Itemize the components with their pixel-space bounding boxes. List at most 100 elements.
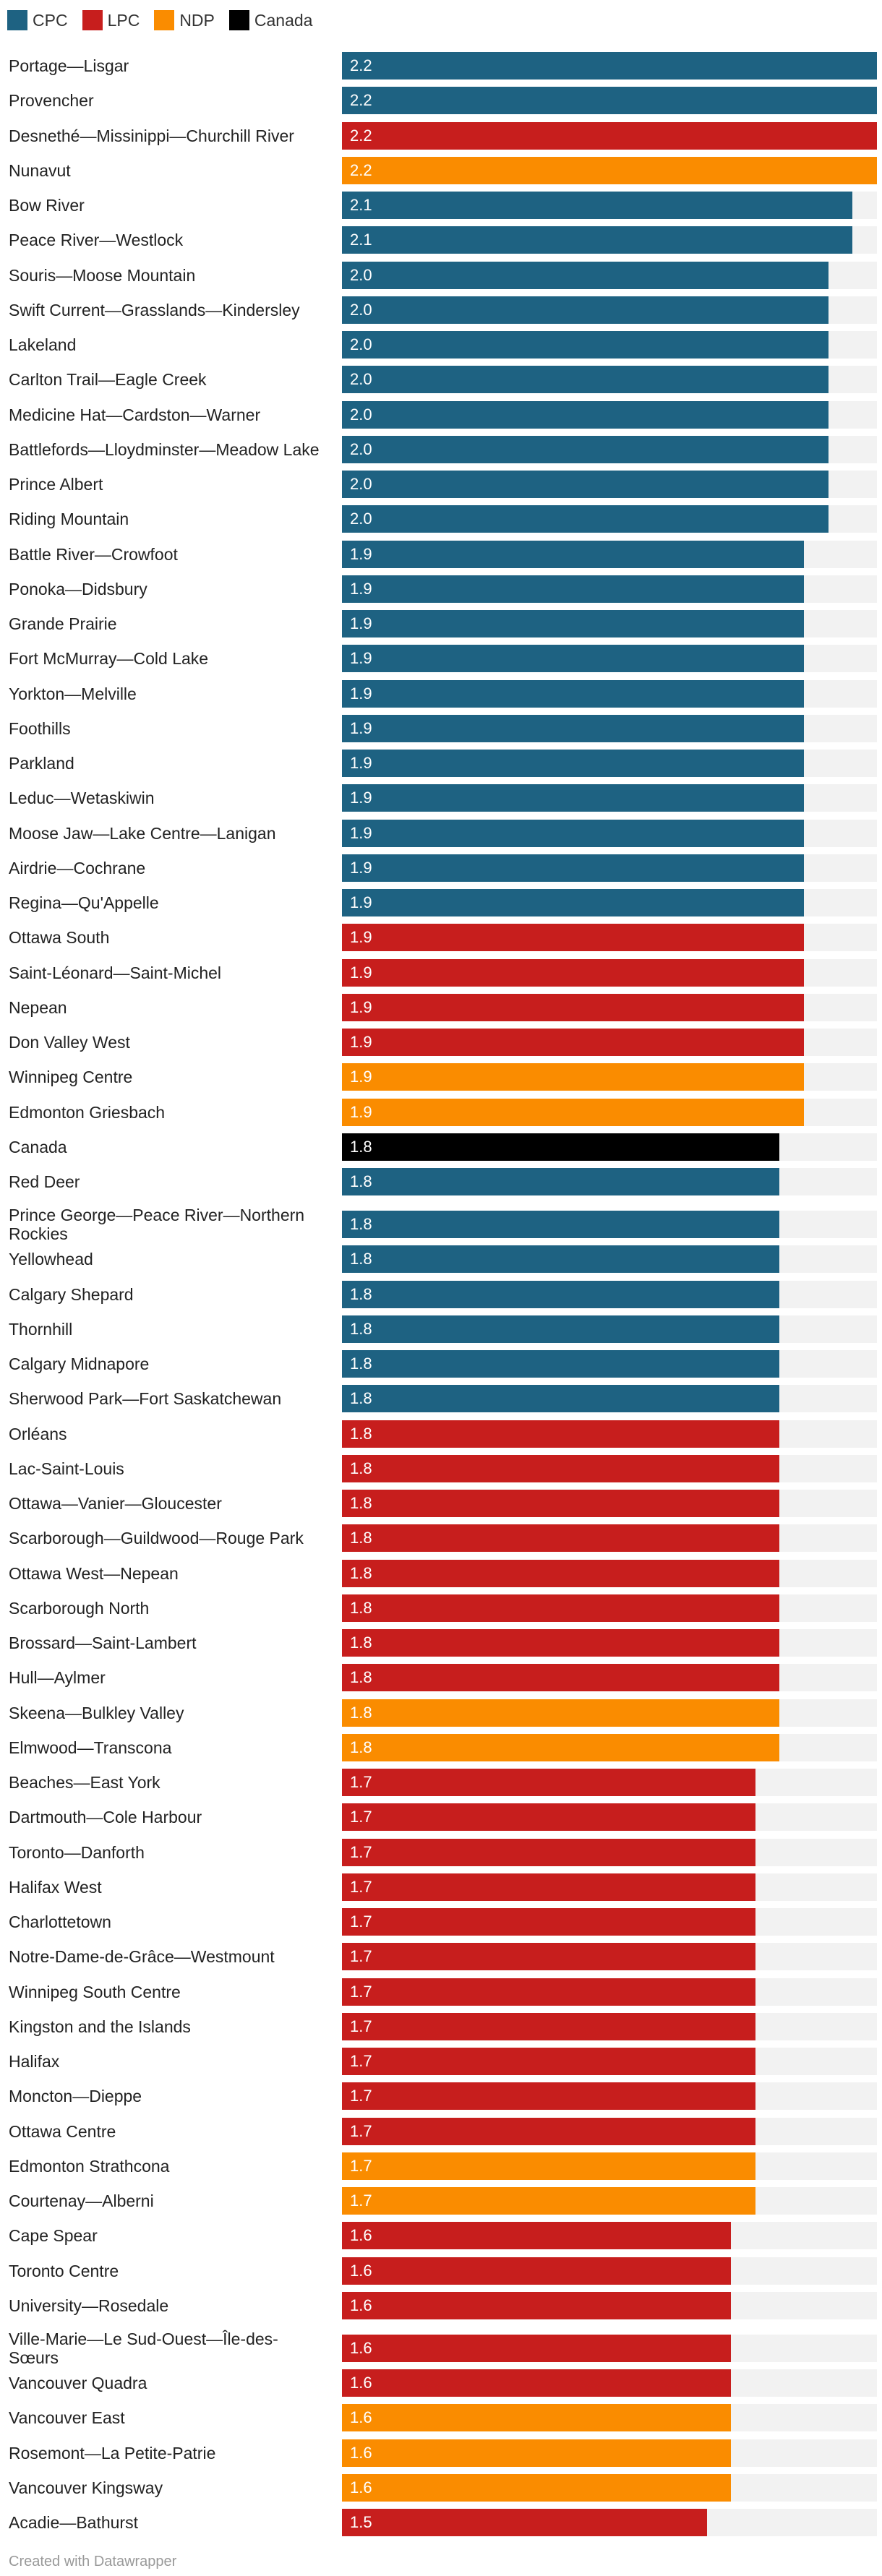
bar-value-label: 1.7 [350, 1912, 372, 1931]
row-label: Leduc—Wetaskiwin [9, 789, 155, 808]
bar-value-label: 1.8 [350, 1598, 372, 1617]
bar [342, 1699, 780, 1727]
chart-row: Vancouver Kingsway 1.6 [0, 2473, 882, 2509]
row-label: Halifax West [9, 1877, 102, 1897]
chart-row: Edmonton Strathcona 1.7 [0, 2152, 882, 2187]
bar [342, 750, 805, 777]
row-label: Battle River—Crowfoot [9, 544, 178, 564]
row-label: Sherwood Park—Fort Saskatchewan [9, 1389, 282, 1409]
bar [342, 296, 829, 324]
row-label: Dartmouth—Cole Harbour [9, 1808, 202, 1827]
row-label: Charlottetown [9, 1912, 111, 1931]
bar [342, 1245, 780, 1274]
row-label: Calgary Shepard [9, 1284, 134, 1304]
row-label: Skeena—Bulkley Valley [9, 1703, 184, 1722]
bar [342, 192, 853, 219]
chart-row: Nepean 1.9 [0, 993, 882, 1029]
chart-row: Carlton Trail—Eagle Creek 2.0 [0, 366, 882, 400]
chart-row: Yorkton—Melville 1.9 [0, 679, 882, 715]
row-label: Souris—Moose Mountain [9, 265, 196, 285]
bar-value-label: 1.8 [350, 1389, 372, 1408]
bar [342, 854, 805, 882]
bar-value-label: 1.8 [350, 1172, 372, 1190]
row-label: Vancouver Kingsway [9, 2478, 163, 2497]
bar [342, 2369, 732, 2397]
bar-value-label: 2.0 [350, 475, 372, 493]
bar [342, 2257, 732, 2285]
bar [342, 2404, 732, 2432]
bar-value-label: 1.7 [350, 1808, 372, 1826]
chart-row: Riding Mountain 2.0 [0, 505, 882, 540]
chart-row: Halifax 1.7 [0, 2048, 882, 2082]
chart-row: Acadie—Bathurst 1.5 [0, 2509, 882, 2543]
bar [342, 2082, 755, 2111]
legend-item-canada: Canada [228, 10, 312, 30]
bar-value-label: 2.1 [350, 231, 372, 249]
row-label: Medicine Hat—Cardston—Warner [9, 405, 261, 424]
bar [342, 1629, 780, 1657]
bar [342, 2291, 732, 2319]
bar [342, 1908, 755, 1936]
bar [342, 2473, 732, 2502]
bar-value-label: 1.9 [350, 649, 372, 668]
bar [342, 924, 805, 952]
chart-row: Calgary Midnapore 1.8 [0, 1350, 882, 1385]
bar-value-label: 1.6 [350, 2478, 372, 2496]
chart-row: Winnipeg South Centre 1.7 [0, 1978, 882, 2013]
bar [342, 2334, 732, 2362]
chart-row: Ville-Marie—Le Sud-Ouest—Île-des-Sœurs 1.… [0, 2327, 882, 2369]
row-label: Ville-Marie—Le Sud-Ouest—Île-des-Sœurs [9, 2329, 278, 2367]
chart-row: Prince George—Peace River—Northern Rocki… [0, 1203, 882, 1245]
bar [342, 1769, 755, 1796]
chart-row: Ottawa Centre 1.7 [0, 2117, 882, 2152]
bar-value-label: 1.9 [350, 928, 372, 947]
bar-value-label: 1.6 [350, 2296, 372, 2314]
bar [342, 1978, 755, 2006]
row-label: Scarborough North [9, 1598, 150, 1618]
legend-label: LPC [107, 10, 140, 30]
chart-row: Courtenay—Alberni 1.7 [0, 2187, 882, 2222]
chart-row: Toronto Centre 1.6 [0, 2257, 882, 2292]
chart-row: University—Rosedale 1.6 [0, 2291, 882, 2327]
chart-row: Ottawa—Vanier—Gloucester 1.8 [0, 1490, 882, 1524]
row-label: Vancouver Quadra [9, 2374, 147, 2392]
chart-row: Scarborough—Guildwood—Rouge Park 1.8 [0, 1524, 882, 1559]
bar-value-label: 1.6 [350, 2374, 372, 2392]
bar [342, 1594, 780, 1622]
legend-swatch [228, 10, 249, 30]
bar-value-label: 1.8 [350, 1459, 372, 1477]
bar [342, 2012, 755, 2040]
bar [342, 1168, 780, 1195]
legend-label: NDP [179, 10, 215, 30]
row-label: Airdrie—Cochrane [9, 858, 146, 877]
row-label: Edmonton Strathcona [9, 2156, 170, 2176]
bar [342, 1098, 805, 1126]
bar-value-label: 1.6 [350, 2408, 372, 2427]
bar-value-label: 1.9 [350, 858, 372, 877]
bar [342, 1873, 755, 1901]
chart-row: Elmwood—Transcona 1.8 [0, 1733, 882, 1769]
bar [342, 1280, 780, 1308]
chart-row: Fort McMurray—Cold Lake 1.9 [0, 645, 882, 679]
bar-value-label: 1.9 [350, 789, 372, 807]
bar [342, 2509, 707, 2536]
chart-row: Bow River 2.1 [0, 192, 882, 226]
chart-row: Vancouver East 1.6 [0, 2404, 882, 2439]
row-label: Nepean [9, 997, 67, 1017]
bar-value-label: 1.8 [350, 1214, 372, 1233]
bar [342, 2048, 755, 2075]
bar [342, 1210, 780, 1238]
chart-row: Lac-Saint-Louis 1.8 [0, 1454, 882, 1490]
row-label: Toronto—Danforth [9, 1842, 145, 1862]
chart-row: Provencher 2.2 [0, 87, 882, 121]
chart-row: Skeena—Bulkley Valley 1.8 [0, 1699, 882, 1734]
chart-row: Hull—Aylmer 1.8 [0, 1664, 882, 1699]
row-label: Halifax [9, 2052, 60, 2071]
chart-row: Sherwood Park—Fort Saskatchewan 1.8 [0, 1385, 882, 1420]
bar-value-label: 1.7 [350, 1947, 372, 1966]
bar-value-label: 2.0 [350, 300, 372, 319]
chart-row: Saint-Léonard—Saint-Michel 1.9 [0, 958, 882, 994]
chart-row: Airdrie—Cochrane 1.9 [0, 854, 882, 889]
legend-item-cpc: CPC [7, 10, 68, 30]
bar-value-label: 1.7 [350, 2052, 372, 2070]
